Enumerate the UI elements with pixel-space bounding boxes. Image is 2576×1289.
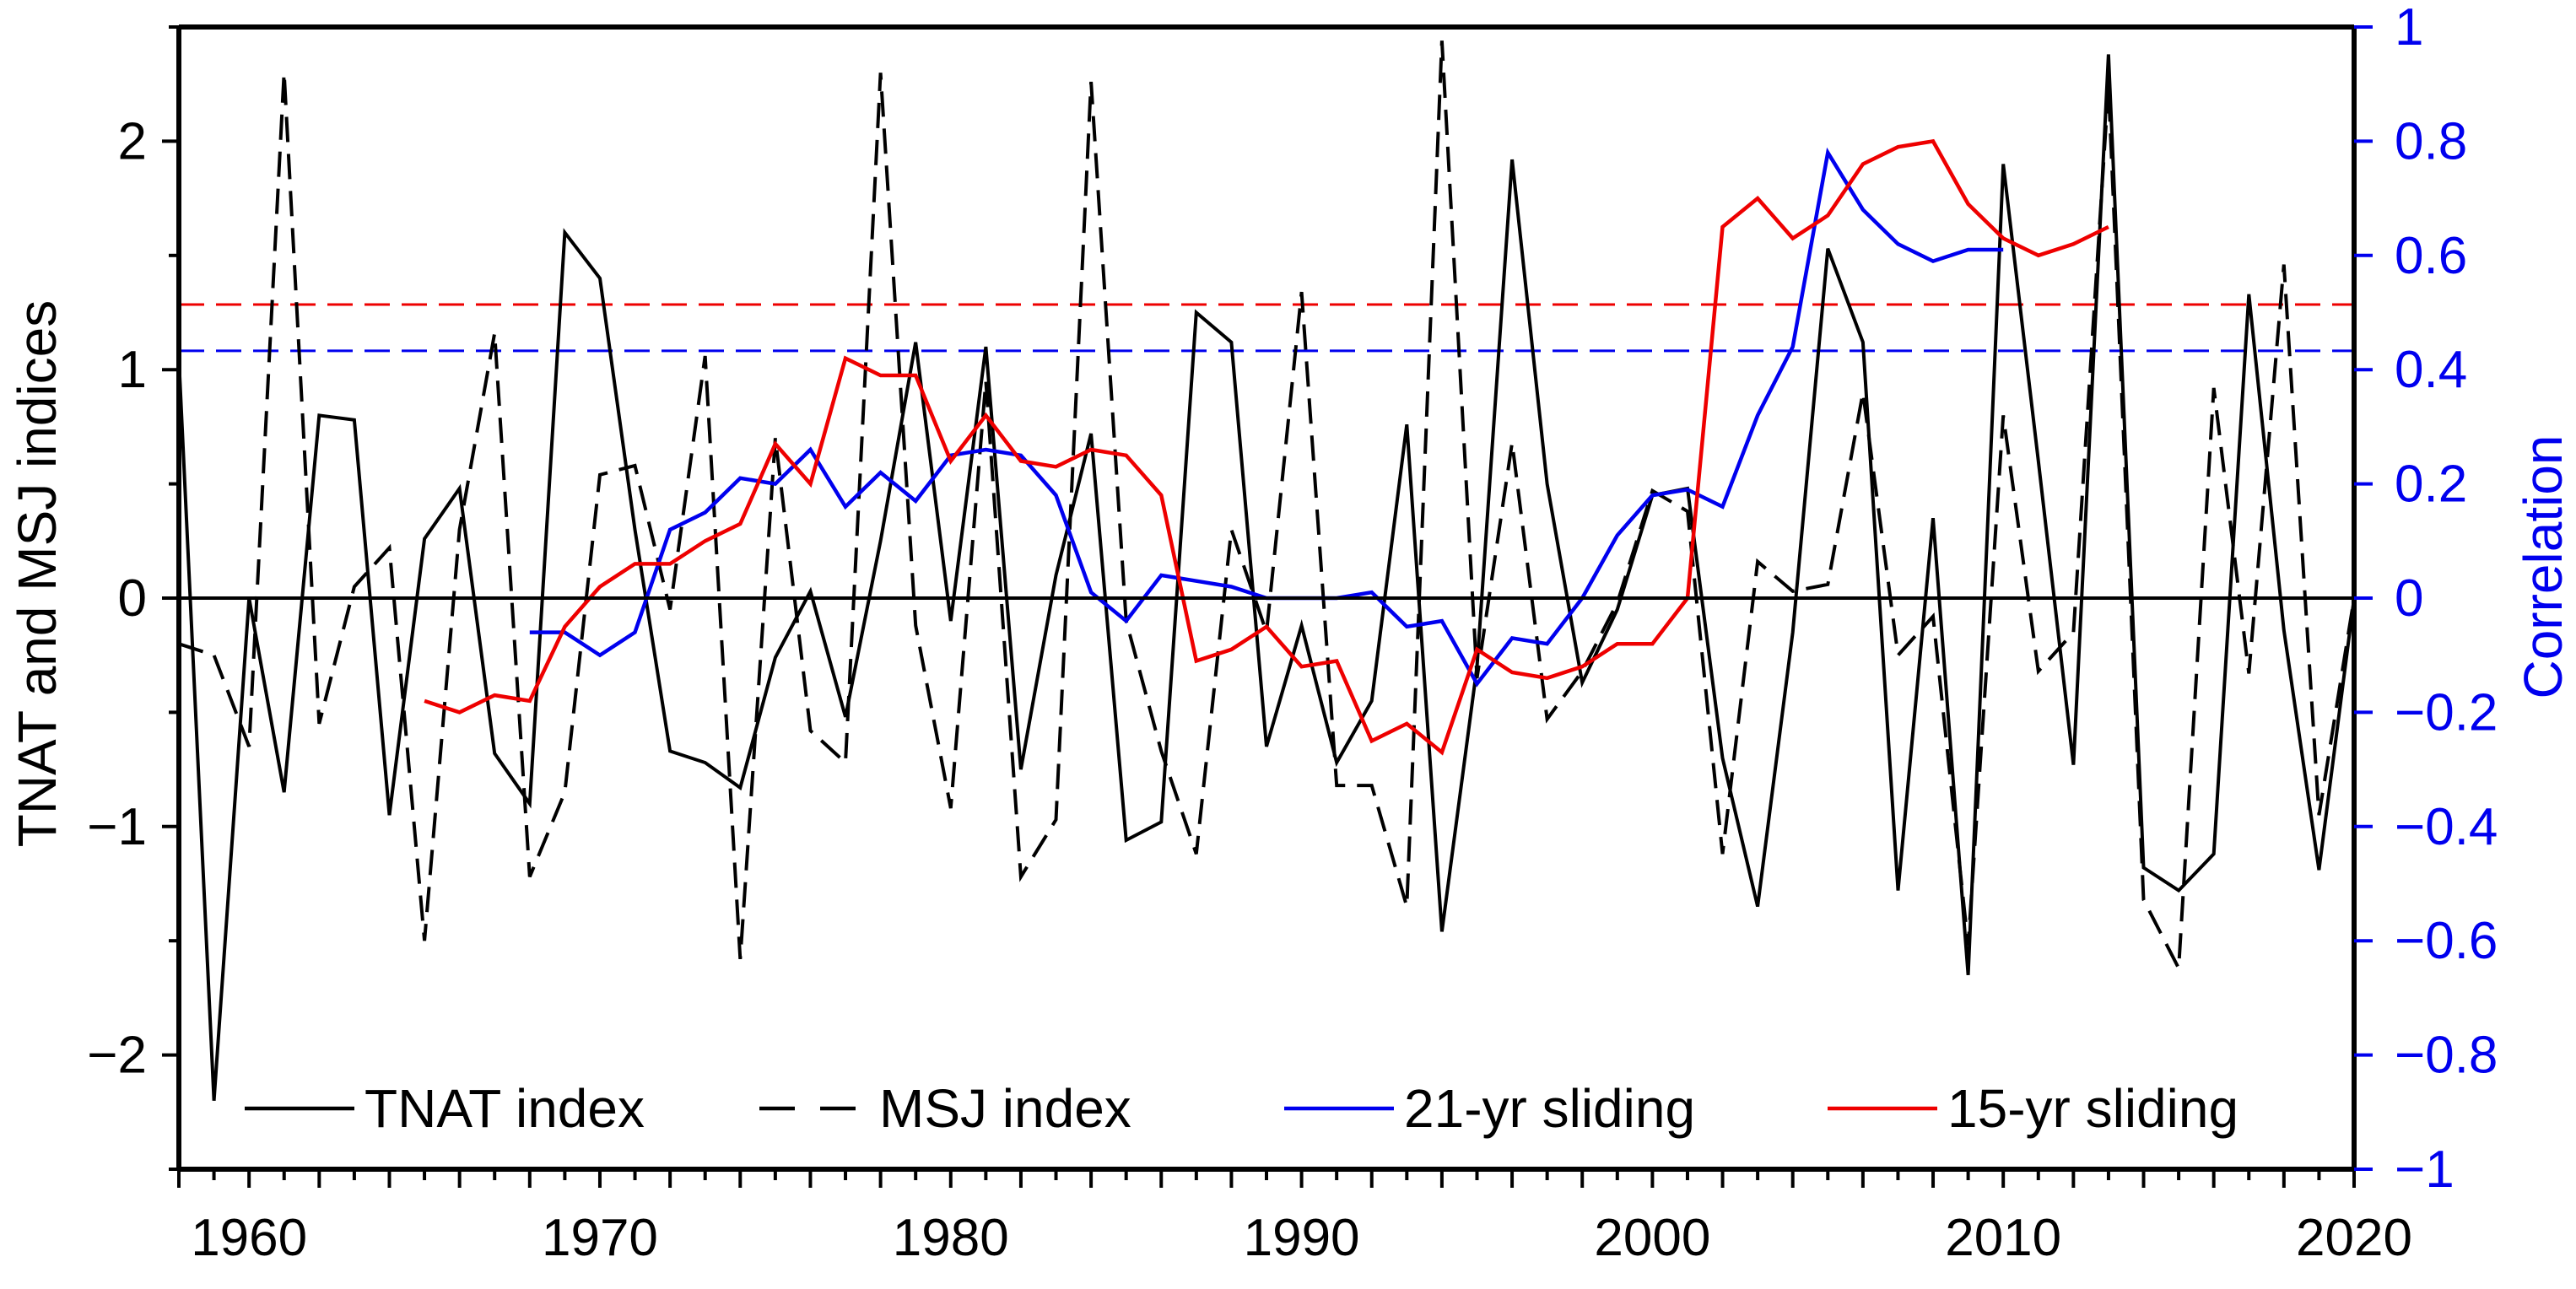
y2-tick-label: 0 [2395, 569, 2423, 628]
axes-layer [176, 24, 2357, 1172]
legend-label-1: TNAT index [365, 1078, 645, 1139]
y2-tick-label: 0.2 [2395, 456, 2467, 514]
x-tick-label: 1960 [191, 1209, 307, 1267]
series-layer [177, 40, 2356, 1101]
legend: TNAT index MSJ index 21-yr sliding 15-yr sl… [245, 1078, 2238, 1139]
x-tick-label: 2020 [2296, 1209, 2412, 1267]
y2-tick-label: 1 [2395, 0, 2423, 57]
x-tick-label: 2000 [1594, 1209, 1710, 1267]
x-tick-label: 1970 [542, 1209, 658, 1267]
legend-label-4: 15-yr sliding [1947, 1078, 2238, 1139]
y2-tick-label: −0.4 [2395, 798, 2498, 856]
ticks-layer: 1960 1970 1980 1990 2000 2010 2020 −2 −1 0 1 2 −1 −0.… [87, 0, 2498, 1267]
x-tick-label: 2010 [1945, 1209, 2061, 1267]
y2-axis-label: Correlation [2513, 434, 2573, 698]
x-tick-label: 1990 [1244, 1209, 1360, 1267]
y2-tick-label: −0.6 [2395, 912, 2498, 970]
legend-label-3: 21-yr sliding [1404, 1078, 1695, 1139]
y2-tick-label: −0.8 [2395, 1027, 2498, 1085]
y-axis-label: TNAT and MSJ indices [7, 300, 68, 848]
y2-tick-label: 0.4 [2395, 341, 2467, 399]
y2-tick-label: −1 [2395, 1141, 2454, 1199]
y-tick-label: −2 [87, 1027, 147, 1085]
y-tick-label: −1 [87, 798, 147, 856]
legend-label-2: MSJ index [879, 1078, 1131, 1139]
y2-tick-label: −0.2 [2395, 683, 2498, 742]
x-tick-label: 1980 [893, 1209, 1009, 1267]
series-tnat-index [177, 54, 2356, 1101]
y-tick-label: 0 [118, 569, 147, 628]
series-21-yr-sliding [529, 147, 2004, 688]
y2-tick-label: 0.6 [2395, 227, 2467, 285]
y-tick-label: 1 [118, 341, 147, 399]
y2-tick-label: 0.8 [2395, 112, 2467, 170]
series-msj-index [178, 40, 2356, 975]
reference-lines [179, 303, 2354, 353]
y-tick-label: 2 [118, 112, 147, 170]
series-15-yr-sliding [424, 138, 2109, 756]
